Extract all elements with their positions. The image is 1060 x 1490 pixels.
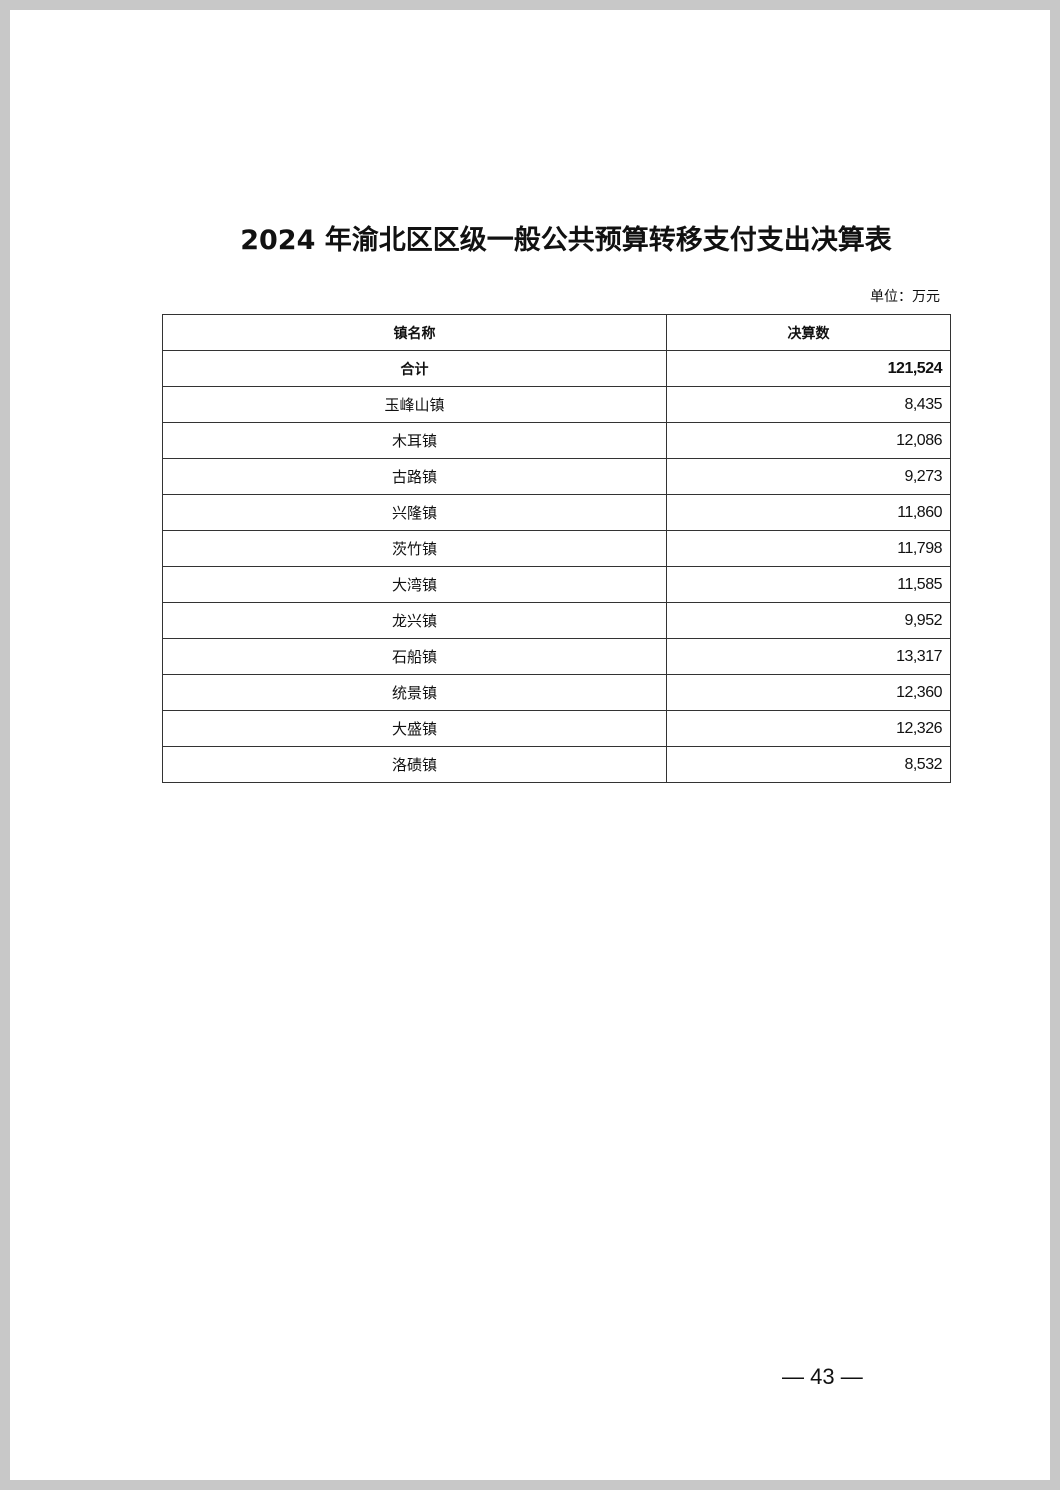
page-number: — 43 — (782, 1364, 863, 1389)
table-row: 洛碛镇 8,532 (162, 746, 951, 783)
table-row: 古路镇 9,273 (162, 458, 951, 495)
town-name: 茨竹镇 (162, 530, 667, 567)
total-row: 合计 121,524 (162, 350, 951, 387)
final-amount: 11,798 (666, 530, 951, 567)
table-row: 石船镇 13,317 (162, 638, 951, 675)
final-amount: 11,860 (666, 494, 951, 531)
final-amount: 9,273 (666, 458, 951, 495)
page-title: 2024 年渝北区区级一般公共预算转移支付支出决算表 (240, 225, 892, 256)
final-amount: 12,086 (666, 422, 951, 459)
table-row: 玉峰山镇 8,435 (162, 386, 951, 423)
table-header-row: 镇名称 决算数 (162, 314, 951, 351)
town-name: 木耳镇 (162, 422, 667, 459)
final-amount: 13,317 (666, 638, 951, 675)
town-name: 玉峰山镇 (162, 386, 667, 423)
final-amount: 12,326 (666, 710, 951, 747)
town-name: 石船镇 (162, 638, 667, 675)
town-name: 洛碛镇 (162, 746, 667, 783)
town-name: 古路镇 (162, 458, 667, 495)
document-page: 2024 年渝北区区级一般公共预算转移支付支出决算表 单位：万元 镇名称 决算数… (10, 10, 1050, 1480)
final-amount: 9,952 (666, 602, 951, 639)
total-value: 121,524 (666, 350, 951, 387)
header-town-name: 镇名称 (162, 314, 667, 351)
table-row: 木耳镇 12,086 (162, 422, 951, 459)
table-row: 茨竹镇 11,798 (162, 530, 951, 567)
town-name: 龙兴镇 (162, 602, 667, 639)
town-name: 兴隆镇 (162, 494, 667, 531)
final-amount: 11,585 (666, 566, 951, 603)
table-row: 大湾镇 11,585 (162, 566, 951, 603)
table-row: 大盛镇 12,326 (162, 710, 951, 747)
budget-table: 镇名称 决算数 合计 121,524 玉峰山镇 8,435 木耳镇 12,086 古路镇… (162, 314, 951, 783)
table-row: 兴隆镇 11,860 (162, 494, 951, 531)
table-row: 龙兴镇 9,952 (162, 602, 951, 639)
final-amount: 8,435 (666, 386, 951, 423)
town-name: 大湾镇 (162, 566, 667, 603)
header-final-amount: 决算数 (666, 314, 951, 351)
table-row: 统景镇 12,360 (162, 674, 951, 711)
unit-label: 单位：万元 (870, 289, 940, 305)
final-amount: 12,360 (666, 674, 951, 711)
final-amount: 8,532 (666, 746, 951, 783)
town-name: 统景镇 (162, 674, 667, 711)
town-name: 大盛镇 (162, 710, 667, 747)
total-label: 合计 (162, 350, 667, 387)
